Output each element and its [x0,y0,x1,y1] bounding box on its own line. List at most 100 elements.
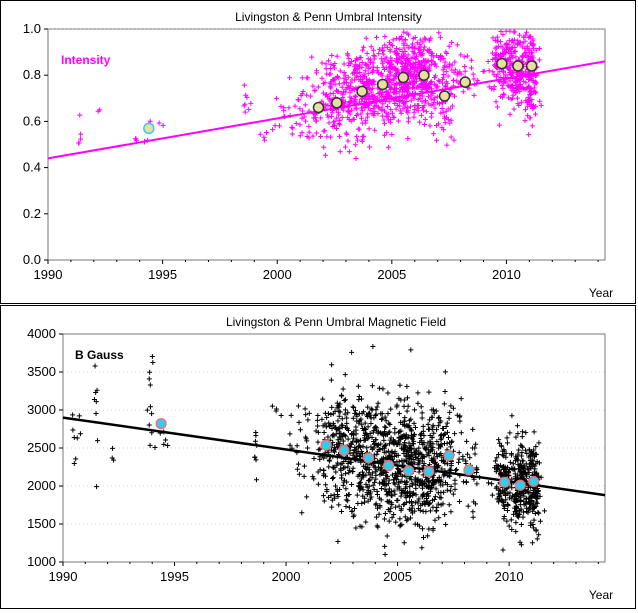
data-point [349,349,355,355]
data-point [513,474,519,480]
data-point [461,54,467,60]
data-point [409,510,415,516]
data-point [383,425,389,431]
data-point [332,446,338,452]
yearly-mean-marker [459,76,471,88]
data-point [399,98,405,104]
data-point [531,525,537,531]
data-point [434,53,440,59]
data-point [473,467,479,473]
data-point [419,439,425,445]
data-point [264,130,270,136]
data-point [514,497,520,503]
data-point [297,133,303,139]
data-point [325,434,331,440]
data-point [328,134,334,140]
data-point [342,407,348,413]
data-point [402,422,408,428]
data-point [70,412,76,418]
data-point [165,442,171,448]
data-point [281,108,287,114]
data-point [441,55,447,61]
data-point [492,38,498,44]
yearly-mean-marker [525,60,538,72]
data-point [317,456,323,462]
data-point [521,498,527,504]
data-point [147,442,153,448]
data-point [534,459,540,465]
data-point [361,409,367,415]
data-point [147,404,153,410]
data-point [354,418,360,424]
data-point [373,34,379,40]
data-point [435,490,441,496]
data-point [364,445,370,451]
data-point [367,496,373,502]
data-point [382,543,388,549]
data-point [321,455,327,461]
data-point [398,110,404,116]
data-point [363,35,369,41]
data-point [394,404,400,410]
data-point [328,79,334,85]
data-point [422,116,428,122]
data-point [350,465,356,471]
data-point [443,522,449,528]
data-point [360,443,366,449]
data-point [530,487,536,493]
data-point [355,137,361,143]
data-point [388,406,394,412]
data-point [419,84,425,90]
data-point [535,490,541,496]
data-point [379,416,385,422]
data-point [411,114,417,120]
data-point [468,65,474,71]
data-point [440,425,446,431]
data-point [328,377,334,383]
data-point [378,497,384,503]
data-point [445,435,451,441]
data-point [427,123,433,129]
data-point [420,428,426,434]
data-point [434,85,440,91]
data-point [377,430,383,436]
y-tick-label: 0.2 [23,206,41,221]
data-point [447,473,453,479]
data-point [326,457,332,463]
data-point [294,466,300,472]
data-point [383,455,389,461]
data-point [501,506,507,512]
data-point [534,496,540,502]
data-point [535,488,541,494]
data-point [431,97,437,103]
data-point [513,520,519,526]
data-point [513,454,519,460]
data-point [530,55,536,61]
data-point [299,510,305,516]
data-point [384,498,390,504]
data-point [362,68,368,74]
data-point [351,450,357,456]
data-point [385,411,391,417]
data-point [417,458,423,464]
data-point [403,500,409,506]
data-point [515,453,521,459]
data-point [312,88,318,94]
data-point [508,517,514,523]
data-point [519,458,525,464]
data-point [385,481,391,487]
data-point [470,71,476,77]
data-point [310,133,316,139]
data-point [514,457,520,463]
data-point [445,73,451,79]
data-point [321,473,327,479]
data-point [417,119,423,125]
data-point [500,91,506,97]
data-point [503,50,509,56]
data-point [512,29,518,35]
data-point [509,451,515,457]
data-point [360,487,366,493]
data-point [500,32,506,38]
data-point [384,533,390,539]
trend-line [47,60,606,160]
